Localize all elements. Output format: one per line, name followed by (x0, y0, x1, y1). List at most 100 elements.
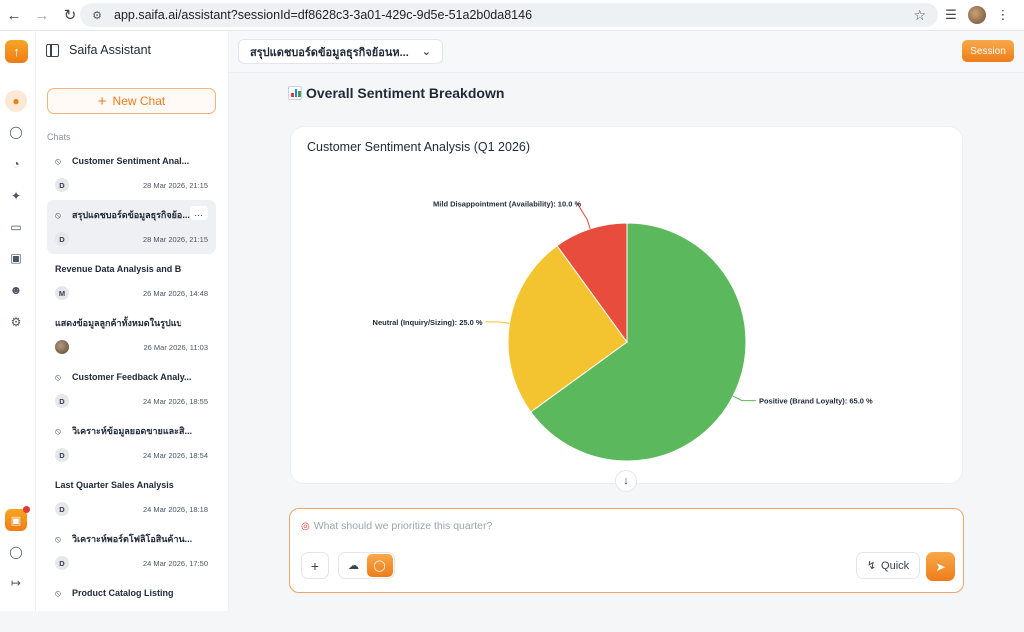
pie-slice-label: Positive (Brand Loyalty): 65.0 % (759, 397, 873, 406)
logout-icon[interactable]: ↦ (10, 576, 22, 590)
session-button[interactable]: Session (962, 40, 1014, 62)
profile-avatar[interactable] (968, 6, 986, 24)
chat-owner-avatar: D (55, 232, 69, 246)
chat-list: ⦸ Customer Sentiment Anal... D 28 Mar 2026,… (47, 146, 216, 632)
media-controls-icon[interactable]: ☰ (945, 7, 957, 22)
sidebar-title: Saifa Assistant (69, 43, 151, 57)
chat-date: 28 Mar 2026, 21:15 (142, 234, 208, 244)
section-title-text: Overall Sentiment Breakdown (306, 85, 505, 101)
new-chat-button[interactable]: + New Chat (47, 88, 216, 114)
folder-icon[interactable]: ▭ (10, 220, 22, 234)
users-icon[interactable]: ☻ (9, 283, 23, 297)
pie-slice[interactable] (507, 245, 628, 413)
chat-list-item[interactable]: ⦸ วิเคราะห์ข้อมูลยอดขายและสิ... D 24 Mar 20… (47, 416, 216, 470)
quick-mode-button[interactable]: ↯ Quick (856, 552, 920, 579)
chat-list-item[interactable]: ⦸ Customer Feedback Analy... D 24 Mar 2026,… (47, 362, 216, 416)
message-composer: ◎ What should we prioritize this quarter… (289, 508, 964, 593)
sparkles-icon[interactable]: ✦ (10, 189, 22, 203)
pie-slice[interactable] (556, 222, 628, 344)
message-input[interactable]: ◎ What should we prioritize this quarter… (301, 520, 492, 532)
send-icon: ➤ (935, 559, 946, 574)
url-text[interactable]: app.saifa.ai/assistant?sessionId=df8628c… (114, 8, 533, 22)
add-attachment-button[interactable]: + (301, 552, 329, 579)
eye-off-icon: ⦸ (55, 209, 61, 220)
message-placeholder: What should we prioritize this quarter? (313, 520, 493, 532)
bookmark-star-icon[interactable]: ☆ (913, 7, 926, 23)
user-profile-icon[interactable]: ◯ (9, 545, 23, 559)
address-bar[interactable]: ⚙ app.saifa.ai/assistant?sessionId=df862… (80, 3, 938, 27)
chat-owner-avatar: D (55, 394, 69, 408)
chart-card: Customer Sentiment Analysis (Q1 2026) Po… (290, 126, 963, 484)
more-options-icon[interactable]: … (190, 206, 208, 220)
chat-sidebar: Saifa Assistant + New Chat Chats ⦸ Custom… (36, 31, 229, 611)
chat-list-item[interactable]: ⦸ Product Catalog Listing (47, 578, 216, 632)
assistant-bot-icon[interactable]: ● (5, 90, 27, 112)
chat-owner-avatar (55, 340, 69, 354)
eye-off-icon: ⦸ (55, 587, 61, 598)
chat-list-item[interactable]: แสดงข้อมูลลูกค้าทั้งหมดในรูปแบ... 26 Mar … (47, 308, 216, 362)
chat-title: Customer Feedback Analy... (72, 372, 192, 382)
pie-leader-line (576, 203, 591, 229)
pie-leader-line (485, 321, 510, 324)
forward-icon[interactable]: → (34, 6, 50, 24)
conversation-title: สรุปแดชบอร์ดข้อมูลธุรกิจย้อนห... (250, 46, 409, 59)
toggle-sidebar-icon[interactable] (46, 43, 59, 57)
send-button[interactable]: ➤ (926, 552, 955, 581)
eye-off-icon: ⦸ (55, 155, 61, 166)
chat-list-item[interactable]: ⦸ สรุปแดชบอร์ดข้อมูลธุรกิจย้อ...… D 28 Mar … (47, 200, 216, 254)
pie-slice-label: Mild Disappointment (Availability): 10.0… (433, 199, 581, 208)
back-icon[interactable]: ← (6, 6, 22, 24)
notifications-icon[interactable]: ▣ (5, 506, 30, 531)
eye-off-icon: ⦸ (55, 533, 61, 544)
chat-date: 24 Mar 2026, 18:55 (142, 396, 208, 406)
chat-date: 24 Mar 2026, 17:50 (142, 558, 208, 568)
plus-icon: + (97, 92, 107, 110)
chat-title: Product Catalog Listing (72, 588, 174, 598)
cloud-upload-icon[interactable]: ☁ (348, 560, 359, 572)
saifa-logo[interactable]: ↑ (5, 40, 28, 63)
conversation-selector[interactable]: สรุปแดชบอร์ดข้อมูลธุรกิจย้อนห... ⌄ (238, 39, 443, 64)
chat-title: สรุปแดชบอร์ดข้อมูลธุรกิจย้อ... (72, 210, 190, 220)
chevron-down-icon: ⌄ (421, 46, 431, 58)
main-area: สรุปแดชบอร์ดข้อมูลธุรกิจย้อนห... ⌄ Sessi… (229, 31, 1024, 611)
settings-gear-icon[interactable]: ⚙ (10, 315, 22, 329)
chat-date: 24 Mar 2026, 18:18 (142, 504, 208, 514)
chat-date: 28 Mar 2026, 21:15 (142, 180, 208, 190)
target-icon: ◎ (301, 520, 310, 532)
chat-title: Customer Sentiment Anal... (72, 156, 190, 166)
chat-list-item[interactable]: ⦸ วิเคราะห์พอร์ตโฟลิโอสินค้าน... D 24 Mar 2… (47, 524, 216, 578)
chat-title: วิเคราะห์พอร์ตโฟลิโอสินค้าน... (72, 534, 193, 544)
scroll-down-button[interactable]: ↓ (615, 470, 637, 492)
pie-slice-label: Neutral (Inquiry/Sizing): 25.0 % (373, 318, 483, 327)
quick-label: Quick (881, 559, 910, 572)
top-bar: สรุปแดชบอร์ดข้อมูลธุรกิจย้อนห... ⌄ Sessi… (229, 31, 1024, 73)
bar-chart-emoji-icon (288, 86, 302, 100)
chats-section-label: Chats (47, 132, 71, 142)
chat-title: Revenue Data Analysis and Bre... (55, 264, 181, 274)
chat-owner-avatar: D (55, 178, 69, 192)
eye-off-icon: ⦸ (55, 425, 61, 436)
notification-dot (23, 506, 30, 513)
chat-mode-icon[interactable]: ◯ (366, 554, 393, 577)
chat-date: 26 Mar 2026, 11:03 (143, 342, 209, 352)
chat-owner-avatar: D (55, 556, 69, 570)
chat-title: แสดงข้อมูลลูกค้าทั้งหมดในรูปแบ... (55, 318, 181, 328)
chat-list-item[interactable]: ⦸ Customer Sentiment Anal... D 28 Mar 2026,… (47, 146, 216, 200)
reload-icon[interactable]: ↻ (63, 7, 77, 24)
mode-toggle-group: ☁ ◯ (338, 552, 395, 579)
sentiment-pie-chart: Positive (Brand Loyalty): 65.0 % Neutral … (373, 199, 873, 462)
chat-bubble-icon[interactable]: ◯ (9, 125, 23, 139)
app-rail: ↑ ● ◯ ◔ ✦ ▭ ▣ ☻ ⚙ ▣ ◯ ↦ (0, 31, 36, 611)
chat-date: 24 Mar 2026, 18:54 (142, 450, 208, 460)
chat-list-item[interactable]: Last Quarter Sales Analysis D 24 Mar 2026,… (47, 470, 216, 524)
chat-owner-avatar: D (55, 448, 69, 462)
chat-title: วิเคราะห์ข้อมูลยอดขายและสิ... (72, 426, 192, 436)
section-title: Overall Sentiment Breakdown (288, 85, 504, 101)
store-icon[interactable]: ▣ (10, 251, 22, 265)
eye-off-icon: ⦸ (55, 371, 61, 382)
site-settings-icon[interactable]: ⚙ (92, 9, 102, 22)
browser-toolbar: ← → ↻ ⚙ app.saifa.ai/assistant?sessionId… (0, 0, 1024, 31)
browser-menu-icon[interactable]: ⋮ (996, 7, 1010, 22)
chat-list-item[interactable]: Revenue Data Analysis and Bre... M 26 Mar … (47, 254, 216, 308)
pie-chart-icon[interactable]: ◔ (12, 157, 20, 171)
